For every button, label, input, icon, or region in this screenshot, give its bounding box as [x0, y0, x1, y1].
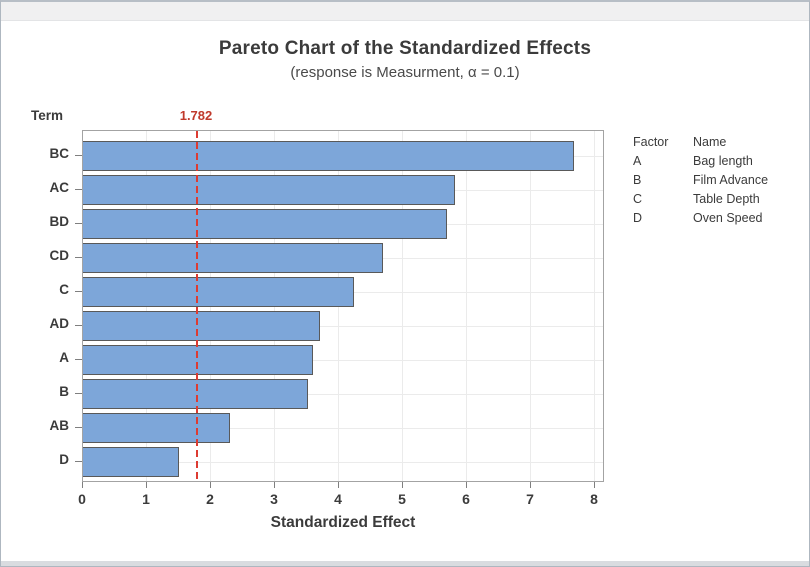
y-tick	[75, 223, 82, 224]
legend-name: Film Advance	[693, 173, 769, 187]
x-tick	[594, 482, 595, 488]
y-tick	[75, 359, 82, 360]
pareto-chart: Pareto Chart of the Standardized Effects…	[1, 22, 809, 561]
y-tick-label-BC: BC	[49, 146, 70, 161]
y-axis-title: Term	[31, 108, 64, 123]
bar-BC	[83, 141, 574, 171]
legend-factor: D	[633, 211, 643, 225]
y-tick-label-BD: BD	[49, 214, 70, 229]
legend-row-C: C Table Depth	[633, 190, 768, 209]
reference-line-label: 1.782	[179, 108, 213, 123]
bar-D	[83, 447, 179, 477]
gridline-vertical	[402, 131, 403, 481]
y-tick-label-CD: CD	[49, 248, 70, 263]
gridline-horizontal	[83, 360, 603, 361]
y-tick	[75, 155, 82, 156]
bar-B	[83, 379, 308, 409]
factor-legend: Factor Name A Bag length B Film Advance C Tab…	[633, 133, 768, 228]
legend-row-D: D Oven Speed	[633, 209, 768, 228]
legend-row-B: B Film Advance	[633, 171, 768, 190]
bar-AC	[83, 175, 455, 205]
legend-name: Oven Speed	[693, 211, 763, 225]
gridline-vertical	[466, 131, 467, 481]
y-tick-label-D: D	[59, 452, 69, 467]
gridline-horizontal	[83, 462, 603, 463]
y-tick-label-AC: AC	[49, 180, 70, 195]
x-tick	[146, 482, 147, 488]
gridline-vertical	[530, 131, 531, 481]
legend-header-name: Name	[693, 135, 727, 149]
window-titlebar	[1, 2, 809, 21]
gridline-vertical	[594, 131, 595, 481]
y-tick	[75, 291, 82, 292]
legend-factor: B	[633, 173, 642, 187]
x-tick-label-2: 2	[206, 491, 214, 507]
gridline-horizontal	[83, 428, 603, 429]
bar-BD	[83, 209, 447, 239]
x-tick-label-1: 1	[142, 491, 150, 507]
x-tick-label-8: 8	[590, 491, 598, 507]
y-tick	[75, 257, 82, 258]
x-tick-label-0: 0	[78, 491, 86, 507]
bar-AB	[83, 413, 230, 443]
y-tick	[75, 393, 82, 394]
legend-factor: A	[633, 154, 642, 168]
chart-title: Pareto Chart of the Standardized Effects	[218, 38, 592, 59]
y-tick	[75, 461, 82, 462]
y-tick-label-AD: AD	[49, 316, 70, 331]
gridline-horizontal	[83, 394, 603, 395]
legend-header-factor: Factor	[633, 135, 669, 149]
window-bottom-strip	[1, 561, 809, 566]
legend-name: Bag length	[693, 154, 753, 168]
x-tick	[82, 482, 83, 488]
gridline-horizontal	[83, 326, 603, 327]
reference-line	[196, 131, 199, 481]
x-tick-label-6: 6	[462, 491, 470, 507]
x-tick	[466, 482, 467, 488]
chart-subtitle: (response is Measurment, α = 0.1)	[290, 64, 520, 81]
bar-AD	[83, 311, 320, 341]
x-tick	[210, 482, 211, 488]
x-tick	[274, 482, 275, 488]
y-tick-label-A: A	[59, 350, 69, 365]
legend-header: Factor Name	[633, 133, 768, 152]
x-axis-title: Standardized Effect	[270, 514, 416, 531]
y-tick-label-AB: AB	[49, 418, 70, 433]
x-tick-label-3: 3	[270, 491, 278, 507]
legend-name: Table Depth	[693, 192, 760, 206]
x-tick	[530, 482, 531, 488]
bar-C	[83, 277, 354, 307]
legend-factor: C	[633, 192, 643, 206]
y-tick	[75, 427, 82, 428]
x-tick	[338, 482, 339, 488]
y-tick	[75, 189, 82, 190]
legend-row-A: A Bag length	[633, 152, 768, 171]
x-tick-label-7: 7	[526, 491, 534, 507]
plot-area	[82, 130, 604, 482]
y-tick-label-C: C	[59, 282, 69, 297]
y-tick-label-B: B	[59, 384, 69, 399]
bar-CD	[83, 243, 383, 273]
x-tick	[402, 482, 403, 488]
x-tick-label-5: 5	[398, 491, 406, 507]
x-tick-label-4: 4	[334, 491, 342, 507]
y-tick	[75, 325, 82, 326]
